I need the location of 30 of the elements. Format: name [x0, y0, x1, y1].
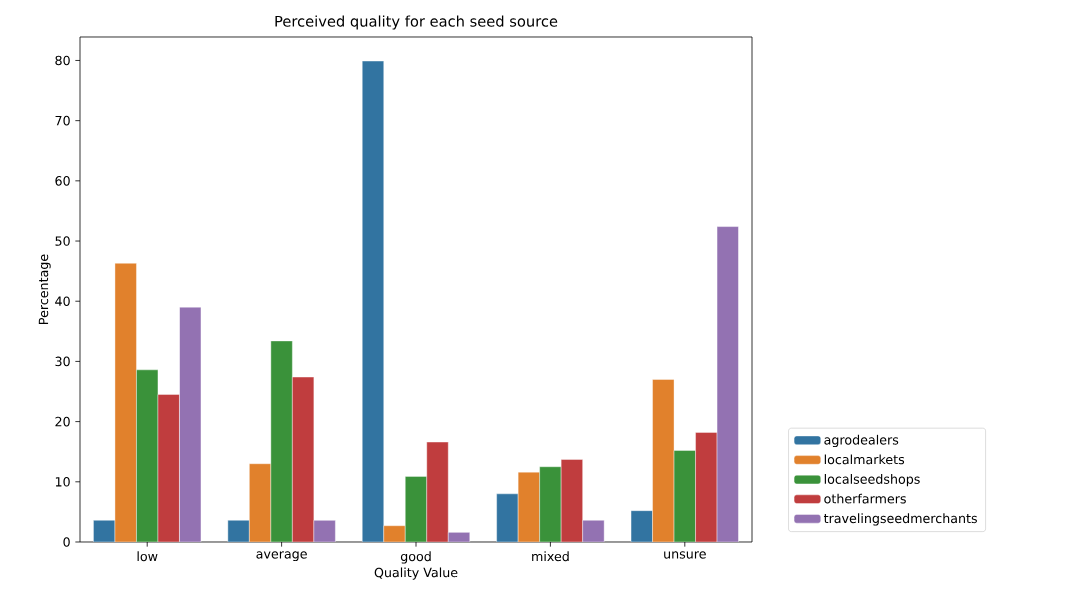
legend-label: otherfarmers: [824, 493, 906, 504]
y-tick-label: 40: [55, 296, 70, 307]
y-tick-label: 50: [55, 236, 70, 246]
bar: [695, 432, 718, 542]
legend-label: agrodealers: [824, 434, 899, 448]
chart-title: Perceived quality for each seed source: [275, 15, 558, 30]
x-axis-title: Quality Value: [374, 567, 458, 580]
bar: [157, 394, 180, 542]
x-tick-label: low: [137, 551, 158, 562]
y-tick-label: 0: [63, 537, 70, 547]
x-tick-label: average: [256, 551, 307, 562]
legend-label: localseedshops: [824, 474, 920, 487]
y-axis-title: Percentage: [38, 254, 51, 324]
x-tick-label: unsure: [664, 551, 706, 559]
bar: [560, 459, 583, 542]
y-tick-label: 60: [55, 176, 70, 186]
bar: [292, 376, 315, 542]
legend-label: travelingseedmerchants: [823, 513, 977, 526]
bar: [582, 520, 605, 542]
bar: [426, 441, 449, 542]
bar: [179, 307, 202, 542]
y-tick-label: 20: [55, 416, 70, 427]
y-tick-label: 80: [55, 55, 70, 66]
y-tick-label: 10: [55, 477, 70, 487]
legend-label: localmarkets: [824, 454, 905, 465]
y-tick-label: 30: [55, 356, 70, 367]
x-tick-label: mixed: [532, 551, 569, 562]
y-tick-label: 70: [55, 115, 70, 126]
bar: [716, 226, 739, 542]
x-tick-label: good: [400, 551, 431, 564]
